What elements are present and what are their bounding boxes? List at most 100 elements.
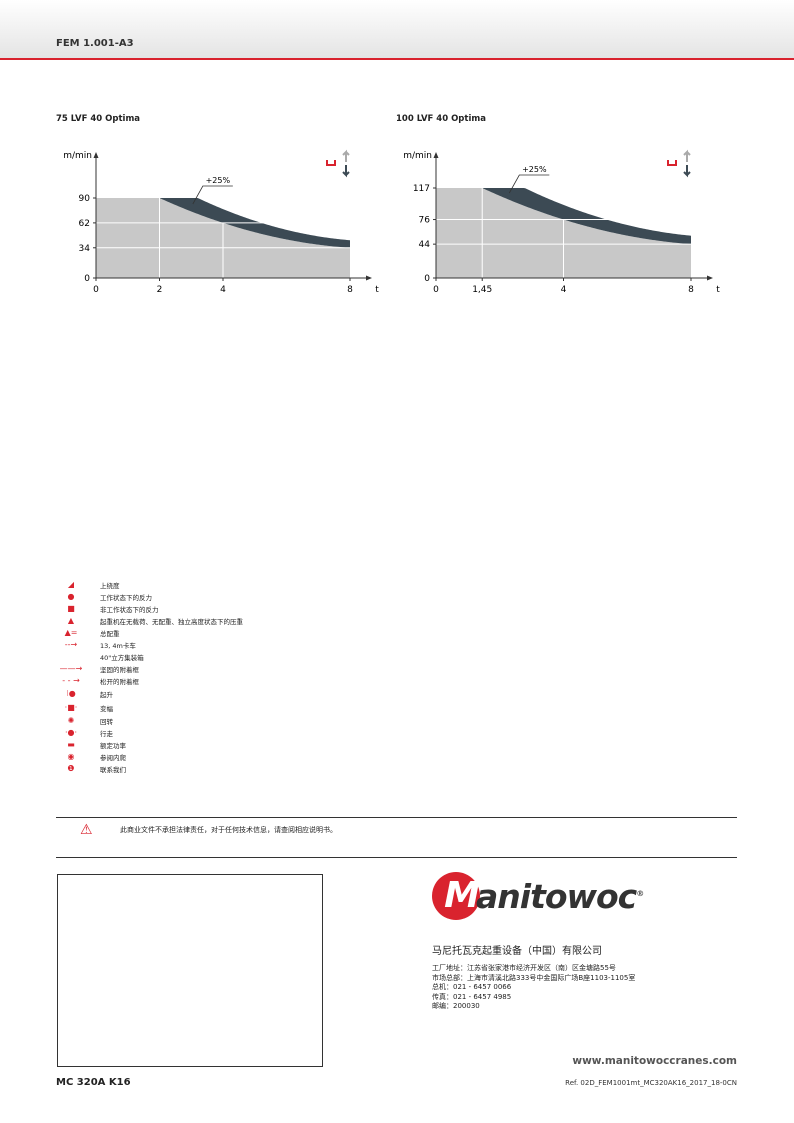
symbol-legend: ◢ 上绕度 ● 工作状态下的反力 ■ 非工作状态下的反力 ▲ 起重机在无载荷、无配重、独立高度…: [56, 579, 243, 775]
legend-label: 参阅内爬: [100, 754, 126, 762]
dealer-stamp-box: [57, 874, 323, 1067]
dashed-arrow-icon: - - →: [62, 676, 80, 685]
legend-label: 起重机在无载荷、无配重、独立高度状态下的压重: [100, 618, 243, 626]
annotation-leader: [192, 185, 233, 205]
divider: [56, 817, 737, 818]
counterweight-icon: ▲=: [64, 628, 78, 637]
phone: 总机：021 - 6457 0066: [432, 983, 512, 991]
legend-label: 坚固的附着框: [100, 666, 139, 674]
logo-wordmark: anitowoc®: [476, 876, 644, 916]
fax: 传真：021 - 6457 4985: [432, 992, 512, 1001]
legend-label: 40"立方集装箱: [100, 654, 144, 662]
x-axis-label: t: [375, 285, 379, 295]
legend-item: ■ 非工作状态下的反力: [56, 603, 243, 615]
legend-label: 工作状态下的反力: [100, 594, 152, 602]
y-tick-label: 117: [413, 184, 430, 194]
slew-icon: ✺: [67, 716, 75, 725]
legend-item: ◢ 上绕度: [56, 579, 243, 591]
header-bar: [0, 0, 794, 60]
power-icon: ▬: [67, 740, 75, 749]
y-axis-label: m/min: [63, 151, 92, 161]
chart-title-2: 100 LVF 40 Optima: [396, 114, 486, 124]
y-tick-label: 44: [419, 240, 431, 250]
y-tick-label: 0: [84, 274, 90, 284]
legend-item: ——→ 坚固的附着框: [56, 663, 243, 675]
legend-label: 上绕度: [100, 582, 120, 590]
x-tick-label: 0: [433, 285, 439, 295]
slope-icon: ◢: [67, 580, 75, 589]
legend-label: 额定功率: [100, 742, 126, 750]
y-axis-label: m/min: [403, 151, 432, 161]
legend-label: 行走: [100, 730, 113, 738]
y-axis-arrow: [433, 152, 439, 158]
boost-label: +25%: [522, 165, 547, 174]
postcode: 邮编：200030: [432, 1002, 480, 1010]
travel-icon: ·●·: [64, 728, 78, 737]
solid-arrow-icon: ——→: [59, 664, 83, 673]
legend-label: 联系我们: [100, 766, 126, 774]
legend-label: 非工作状态下的反力: [100, 606, 159, 614]
x-tick-label: 4: [561, 285, 567, 295]
y-tick-label: 90: [79, 194, 91, 204]
arrow-up-icon: [683, 149, 691, 162]
x-tick-label: 8: [347, 285, 353, 295]
hook-icon: [326, 160, 336, 166]
legend-item: ◉ 参阅内爬: [56, 751, 243, 763]
arrow-down-icon: [683, 165, 691, 178]
warning-icon: ⚠: [80, 822, 93, 838]
boost-band: [436, 188, 691, 245]
doc-code: FEM 1.001-A3: [56, 38, 134, 49]
divider: [56, 857, 737, 858]
website-link[interactable]: www.manitowoccranes.com: [572, 1055, 737, 1067]
manitowoc-logo: M anitowoc®: [432, 872, 644, 920]
chart-75lvf: m/min t 0 34 62 90 0 2 4 8 +25%: [63, 149, 379, 295]
disclaimer-text: 此商业文件不承担法律责任，对于任何技术信息，请查阅相应说明书。: [120, 826, 337, 834]
legend-item: --→ 13, 4m卡车: [56, 639, 243, 651]
chart-100lvf: m/min t 0 44 76 117 0 1,45 4 8 +25%: [403, 149, 720, 295]
y-tick-label: 0: [424, 274, 430, 284]
dot-icon: ●: [67, 592, 75, 601]
x-axis-arrow: [707, 275, 713, 281]
chart-title-1: 75 LVF 40 Optima: [56, 114, 141, 124]
hook-icon: [667, 160, 677, 166]
legend-item: ⁝● 起升: [56, 687, 243, 701]
boost-label: +25%: [206, 176, 231, 185]
legend-label: 起升: [100, 691, 113, 699]
legend-item: - - → 松开的附着框: [56, 675, 243, 687]
y-tick-label: 62: [79, 219, 90, 229]
logo-m: M: [432, 872, 480, 920]
address-line: 市场总部：上海市清溪北路333号中金国际广场B座1103-1105室: [432, 973, 636, 982]
legend-label: 回转: [100, 718, 113, 726]
mound-icon: ▲: [67, 616, 75, 625]
y-tick-label: 34: [79, 244, 91, 254]
square-icon: ■: [67, 604, 75, 613]
address-line: 工厂地址：江苏省张家港市经济开发区（南）区金塘路55号: [432, 964, 616, 972]
company-address: 工厂地址：江苏省张家港市经济开发区（南）区金塘路55号 市场总部：上海市清溪北路…: [432, 964, 635, 1012]
legend-label: 13, 4m卡车: [100, 642, 136, 650]
legend-item: ▬ 额定功率: [56, 739, 243, 751]
annotation-leader: [508, 174, 550, 194]
x-tick-label: 0: [93, 285, 99, 295]
x-tick-label: 2: [157, 285, 163, 295]
info-icon: ❶: [67, 764, 75, 773]
arrow-down-icon: [342, 165, 350, 178]
model-name: MC 320A K16: [56, 1077, 131, 1088]
legend-item: ·●· 行走: [56, 727, 243, 739]
legend-item: ·■· 变幅: [56, 701, 243, 715]
legend-label: 总配重: [100, 630, 120, 638]
y-axis-arrow: [93, 152, 99, 158]
hoist-icon: ⁝●: [66, 689, 76, 698]
legend-item: ❶ 联系我们: [56, 763, 243, 775]
x-tick-label: 4: [220, 285, 226, 295]
x-tick-label: 8: [688, 285, 694, 295]
legend-label: 松开的附着框: [100, 678, 139, 686]
x-axis-label: t: [716, 285, 720, 295]
arrow-up-icon: [342, 149, 350, 162]
legend-item: 40"立方集装箱: [56, 651, 243, 663]
company-name: 马尼托瓦克起重设备（中国）有限公司: [432, 946, 602, 957]
reference-code: Ref. 02D_FEM1001mt_MC320AK16_2017_18-0CN: [565, 1079, 737, 1087]
y-tick-label: 76: [419, 216, 431, 226]
x-axis-arrow: [366, 275, 372, 281]
legend-label: 变幅: [100, 705, 113, 713]
